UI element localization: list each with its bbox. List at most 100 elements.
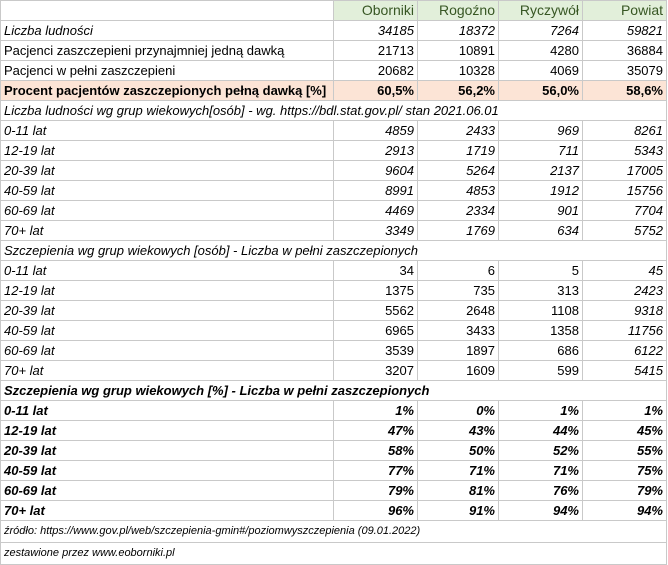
row-label: 70+ lat xyxy=(0,220,334,241)
value-cell: 11756 xyxy=(582,320,667,341)
value-cell: 599 xyxy=(498,360,583,381)
value-cell: 5752 xyxy=(582,220,667,241)
column-header-ryczywol: Ryczywół xyxy=(498,0,583,21)
value-cell: 711 xyxy=(498,140,583,161)
value-cell: 6965 xyxy=(333,320,418,341)
row-label: Procent pacjentów zaszczepionych pełną d… xyxy=(0,80,334,101)
value-cell: 58% xyxy=(333,440,418,461)
column-header-powiat: Powiat xyxy=(582,0,667,21)
section-title-row: Liczba ludności wg grup wiekowych[osób] … xyxy=(0,100,667,121)
value-cell: 94% xyxy=(582,500,667,521)
value-cell: 1% xyxy=(333,400,418,421)
value-cell: 1769 xyxy=(417,220,499,241)
summary-row: Liczba ludności 34185 18372 7264 59821 xyxy=(0,20,667,41)
value-cell: 0% xyxy=(417,400,499,421)
value-cell: 36884 xyxy=(582,40,667,61)
value-cell: 4859 xyxy=(333,120,418,141)
compiled-by-row: zestawione przez www.eoborniki.pl xyxy=(0,542,667,565)
value-cell: 79% xyxy=(582,480,667,501)
row-label: 0-11 lat xyxy=(0,400,334,421)
row-label: 20-39 lat xyxy=(0,160,334,181)
row-label: 60-69 lat xyxy=(0,480,334,501)
table-row: 70+ lat 3207 1609 599 5415 xyxy=(0,360,667,381)
value-cell: 77% xyxy=(333,460,418,481)
row-label: Pacjenci zaszczepieni przynajmniej jedną… xyxy=(0,40,334,61)
value-cell: 60,5% xyxy=(333,80,418,101)
value-cell: 2648 xyxy=(417,300,499,321)
section-title: Liczba ludności wg grup wiekowych[osób] … xyxy=(0,100,667,121)
value-cell: 71% xyxy=(417,460,499,481)
value-cell: 2913 xyxy=(333,140,418,161)
value-cell: 1% xyxy=(498,400,583,421)
value-cell: 5264 xyxy=(417,160,499,181)
table-row: 40-59 lat 77% 71% 71% 75% xyxy=(0,460,667,481)
value-cell: 2334 xyxy=(417,200,499,221)
value-cell: 4853 xyxy=(417,180,499,201)
table-row: 12-19 lat 1375 735 313 2423 xyxy=(0,280,667,301)
row-label: Liczba ludności xyxy=(0,20,334,41)
row-label: 20-39 lat xyxy=(0,440,334,461)
table-row: 60-69 lat 4469 2334 901 7704 xyxy=(0,200,667,221)
table-row: 12-19 lat 2913 1719 711 5343 xyxy=(0,140,667,161)
table-row: 60-69 lat 79% 81% 76% 79% xyxy=(0,480,667,501)
value-cell: 3433 xyxy=(417,320,499,341)
value-cell: 75% xyxy=(582,460,667,481)
row-label: 40-59 lat xyxy=(0,460,334,481)
row-label: 20-39 lat xyxy=(0,300,334,321)
value-cell: 52% xyxy=(498,440,583,461)
value-cell: 313 xyxy=(498,280,583,301)
value-cell: 3349 xyxy=(333,220,418,241)
row-label: 40-59 lat xyxy=(0,320,334,341)
value-cell: 34 xyxy=(333,260,418,281)
value-cell: 20682 xyxy=(333,60,418,81)
section-title: Szczepienia wg grup wiekowych [%] - Licz… xyxy=(0,380,667,401)
value-cell: 6122 xyxy=(582,340,667,361)
value-cell: 7704 xyxy=(582,200,667,221)
value-cell: 8991 xyxy=(333,180,418,201)
table-row: 60-69 lat 3539 1897 686 6122 xyxy=(0,340,667,361)
header-corner-cell xyxy=(0,0,334,21)
value-cell: 15756 xyxy=(582,180,667,201)
section-title: Szczepienia wg grup wiekowych [osób] - L… xyxy=(0,240,667,261)
value-cell: 1358 xyxy=(498,320,583,341)
value-cell: 2423 xyxy=(582,280,667,301)
value-cell: 4280 xyxy=(498,40,583,61)
value-cell: 969 xyxy=(498,120,583,141)
row-label: Pacjenci w pełni zaszczepieni xyxy=(0,60,334,81)
value-cell: 8261 xyxy=(582,120,667,141)
value-cell: 686 xyxy=(498,340,583,361)
value-cell: 634 xyxy=(498,220,583,241)
value-cell: 43% xyxy=(417,420,499,441)
table-row: 20-39 lat 5562 2648 1108 9318 xyxy=(0,300,667,321)
value-cell: 55% xyxy=(582,440,667,461)
value-cell: 1% xyxy=(582,400,667,421)
value-cell: 47% xyxy=(333,420,418,441)
value-cell: 735 xyxy=(417,280,499,301)
value-cell: 7264 xyxy=(498,20,583,41)
value-cell: 18372 xyxy=(417,20,499,41)
header-row: Oborniki Rogoźno Ryczywół Powiat xyxy=(0,0,667,21)
value-cell: 10328 xyxy=(417,60,499,81)
section-title-row: Szczepienia wg grup wiekowych [osób] - L… xyxy=(0,240,667,261)
value-cell: 44% xyxy=(498,420,583,441)
value-cell: 10891 xyxy=(417,40,499,61)
value-cell: 58,6% xyxy=(582,80,667,101)
value-cell: 91% xyxy=(417,500,499,521)
table-row: 70+ lat 96% 91% 94% 94% xyxy=(0,500,667,521)
value-cell: 9318 xyxy=(582,300,667,321)
value-cell: 1719 xyxy=(417,140,499,161)
value-cell: 56,2% xyxy=(417,80,499,101)
row-label: 70+ lat xyxy=(0,360,334,381)
percent-summary-row: Procent pacjentów zaszczepionych pełną d… xyxy=(0,80,667,101)
row-label: 70+ lat xyxy=(0,500,334,521)
value-cell: 901 xyxy=(498,200,583,221)
row-label: 12-19 lat xyxy=(0,280,334,301)
value-cell: 50% xyxy=(417,440,499,461)
table-row: 12-19 lat 47% 43% 44% 45% xyxy=(0,420,667,441)
row-label: 0-11 lat xyxy=(0,120,334,141)
value-cell: 21713 xyxy=(333,40,418,61)
table-row: 20-39 lat 58% 50% 52% 55% xyxy=(0,440,667,461)
value-cell: 3539 xyxy=(333,340,418,361)
value-cell: 79% xyxy=(333,480,418,501)
